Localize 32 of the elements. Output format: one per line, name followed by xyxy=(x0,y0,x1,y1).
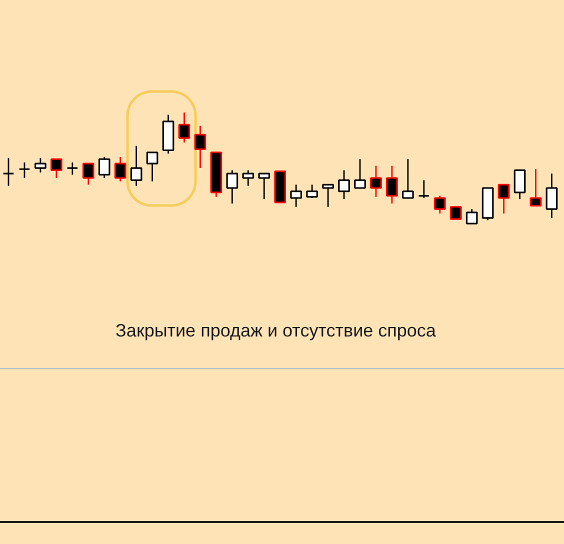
candlestick xyxy=(466,208,478,224)
candlestick xyxy=(50,158,62,179)
candlestick xyxy=(322,184,334,208)
candlestick xyxy=(450,206,462,220)
candlestick xyxy=(386,165,398,204)
candlestick xyxy=(306,184,318,199)
candlestick xyxy=(258,172,270,200)
candlestick xyxy=(290,184,302,208)
candlestick xyxy=(370,165,382,198)
candlestick xyxy=(226,170,238,204)
candlestick xyxy=(66,162,78,176)
candlestick xyxy=(546,172,558,219)
candlestick xyxy=(498,184,510,214)
candlestick xyxy=(338,170,350,200)
candlestick xyxy=(530,168,542,207)
candlestick xyxy=(98,156,110,179)
candlestick xyxy=(146,152,158,182)
candlestick xyxy=(402,158,414,199)
candlestick xyxy=(178,112,190,144)
candlestick xyxy=(418,180,430,199)
candlestick xyxy=(2,157,14,186)
candlestick xyxy=(82,162,94,186)
candlestick xyxy=(114,156,126,182)
candlestick xyxy=(130,145,142,186)
candlestick xyxy=(194,125,206,169)
candlestick xyxy=(18,162,30,179)
candlestick xyxy=(34,157,46,174)
candlestick xyxy=(242,170,254,186)
candlestick xyxy=(514,169,526,200)
candlestick xyxy=(354,158,366,189)
candlestick xyxy=(434,195,446,214)
text: Закрытие продаж и отсутствие спроса xyxy=(116,320,437,340)
